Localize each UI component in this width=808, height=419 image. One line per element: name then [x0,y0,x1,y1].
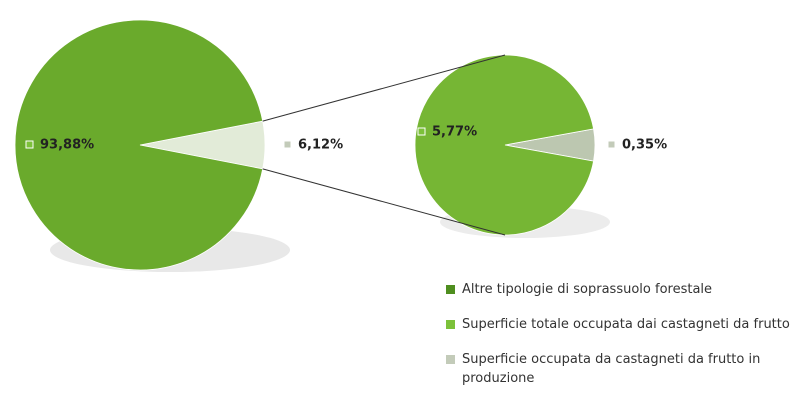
data-label: 93,88% [40,138,94,153]
legend-label: Altre tipologie di soprassuolo forestale [462,282,713,297]
legend-label: Superficie totale occupata dai castagnet… [462,317,790,332]
pie-slice [414,54,595,236]
legend-item: Altre tipologie di soprassuolo forestale [446,280,796,299]
data-label: 6,12% [298,138,343,153]
legend-swatch [446,320,455,329]
label-marker [25,140,34,149]
label-marker [283,140,292,149]
label-marker [417,127,426,136]
connector [262,168,506,236]
data-label: 0,35% [622,138,667,153]
label-marker [607,140,616,149]
connector [262,54,506,122]
legend-label: Superficie occupata da castagneti da fru… [462,352,761,386]
legend-item: Superficie totale occupata dai castagnet… [446,315,796,334]
legend-item: Superficie occupata da castagneti da fru… [446,350,796,388]
legend-swatch [446,285,455,294]
legend: Altre tipologie di soprassuolo forestale… [446,280,796,404]
data-label: 5,77% [432,125,477,140]
pie-slice [14,19,264,271]
legend-swatch [446,355,455,364]
